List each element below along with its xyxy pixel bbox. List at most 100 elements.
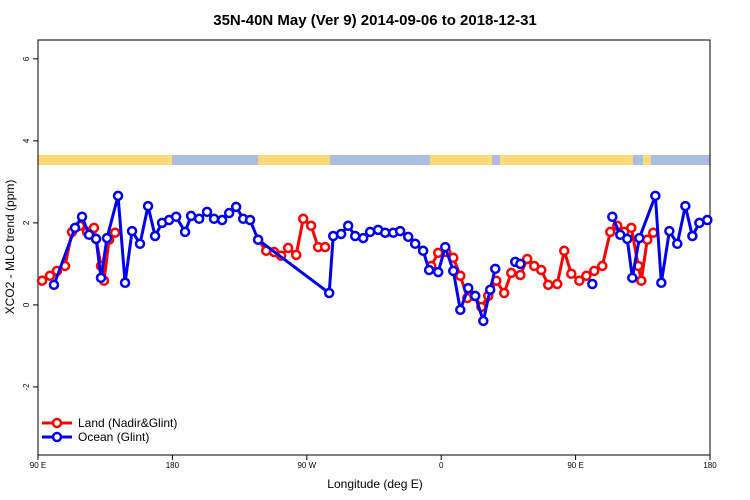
point <box>597 260 608 272</box>
point <box>634 232 645 244</box>
point <box>252 234 264 245</box>
point <box>680 200 691 212</box>
point <box>142 200 154 212</box>
point <box>574 275 585 286</box>
chart-title: 35N-40N May (Ver 9) 2014-09-06 to 2018-1… <box>213 12 537 29</box>
y-tick-label: 4 <box>22 138 31 143</box>
point <box>478 315 489 327</box>
point <box>90 233 102 245</box>
point <box>349 230 361 242</box>
point <box>185 210 197 222</box>
point <box>490 263 501 275</box>
point <box>134 238 146 250</box>
point <box>409 238 421 250</box>
point <box>626 222 637 234</box>
point <box>335 228 347 240</box>
point <box>402 231 414 243</box>
point <box>297 213 309 225</box>
point <box>581 270 592 282</box>
point <box>126 225 138 237</box>
point <box>551 278 563 290</box>
point <box>432 266 444 278</box>
point <box>290 249 302 261</box>
point <box>36 275 48 286</box>
point <box>423 264 435 276</box>
point <box>622 233 633 245</box>
y-tick-label: 0 <box>22 302 31 307</box>
point <box>648 227 659 238</box>
point <box>109 227 121 238</box>
point <box>88 222 100 234</box>
point <box>69 222 81 234</box>
plot-frame <box>37 39 711 456</box>
point <box>357 232 369 244</box>
legend-label: Land (Nadir&Glint) <box>78 416 177 430</box>
point <box>650 190 661 202</box>
point <box>515 258 526 270</box>
point <box>119 277 131 289</box>
point <box>364 226 376 238</box>
point <box>179 226 191 238</box>
point <box>394 225 406 237</box>
point <box>607 211 618 222</box>
y-axis-label: XCO2 - MLO trend (ppm) <box>3 180 17 315</box>
legend-label: Ocean (Glint) <box>78 430 149 444</box>
point <box>484 284 496 295</box>
y-tick-label: 2 <box>22 220 31 225</box>
point <box>342 220 354 232</box>
point <box>587 278 598 290</box>
point <box>559 245 570 257</box>
x-tick-label: 90 W <box>297 461 316 470</box>
y-tick-label: 6 <box>22 56 31 61</box>
point <box>230 201 242 213</box>
land-mask-strip <box>38 155 710 165</box>
point <box>566 268 577 279</box>
point <box>170 211 182 222</box>
point <box>543 279 554 291</box>
point <box>201 206 213 218</box>
point <box>319 241 331 253</box>
point <box>282 242 294 254</box>
point <box>95 272 107 284</box>
point <box>664 225 675 237</box>
legend-item: Land (Nadir&Glint) <box>42 416 177 430</box>
point <box>521 253 533 265</box>
legend-marker <box>51 431 63 443</box>
point <box>193 213 205 225</box>
point <box>656 277 667 289</box>
x-tick-label: 90 E <box>30 461 46 470</box>
point <box>216 214 228 226</box>
point <box>48 279 60 291</box>
point <box>462 282 474 294</box>
point <box>498 287 510 299</box>
x-tick-label: 0 <box>439 461 444 470</box>
point <box>101 232 113 244</box>
point <box>604 226 616 238</box>
x-axis-label: Longitude (deg E) <box>327 477 422 491</box>
point <box>515 269 526 281</box>
point <box>672 238 683 250</box>
point <box>417 245 429 257</box>
x-tick-label: 180 <box>703 461 717 470</box>
legend-marker <box>51 417 63 429</box>
point <box>439 241 451 253</box>
point <box>455 270 466 282</box>
point <box>687 230 698 242</box>
point <box>76 211 88 222</box>
point <box>627 272 638 284</box>
point <box>505 267 517 279</box>
x-tick-label: 90 E <box>567 461 583 470</box>
legend-item: Ocean (Glint) <box>42 430 149 444</box>
y-tick-label: -2 <box>22 383 31 391</box>
point <box>223 207 235 219</box>
point <box>323 287 335 299</box>
point <box>702 214 713 226</box>
point <box>208 213 220 225</box>
point <box>589 265 600 277</box>
point <box>636 275 647 286</box>
x-tick-label: 180 <box>166 461 180 470</box>
point <box>44 270 56 282</box>
point <box>305 220 317 232</box>
point <box>448 265 459 277</box>
